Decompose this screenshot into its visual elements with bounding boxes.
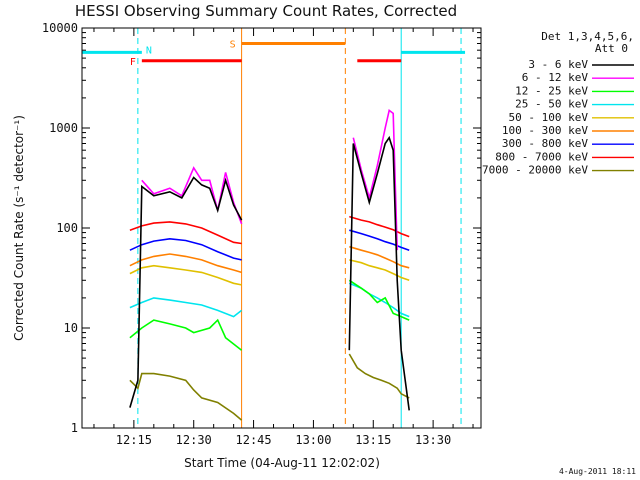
legend-entry-label: 50 - 100 keV xyxy=(509,111,589,124)
series-line-7-0 xyxy=(129,221,242,245)
legend-entry-label: 12 - 25 keV xyxy=(515,84,588,97)
series-line-1-0 xyxy=(141,166,243,225)
series-line-2-0 xyxy=(129,318,243,351)
x-tick-label: 12:15 xyxy=(116,433,152,447)
series-line-5-1 xyxy=(349,245,410,269)
y-tick-label: 100 xyxy=(56,221,78,235)
legend-entry-label: 100 - 300 keV xyxy=(502,124,588,137)
legend-header-line-1: Det 1,3,4,5,6, xyxy=(541,30,634,43)
series-line-6-0 xyxy=(129,237,242,261)
legend-entry-label: 25 - 50 keV xyxy=(515,98,588,111)
x-axis-label: Start Time (04-Aug-11 12:02:02) xyxy=(184,456,380,470)
series-line-3-0 xyxy=(129,297,243,318)
series-line-3-1 xyxy=(348,282,410,318)
flag-label-S: S xyxy=(230,39,236,50)
flag-label-N: N xyxy=(146,45,152,56)
series-line-0-0 xyxy=(129,176,243,408)
x-tick-label: 13:15 xyxy=(355,433,391,447)
series-line-4-1 xyxy=(349,259,410,282)
plot-frame xyxy=(81,27,482,429)
axis-ticks: 1 10 100 1000 10000 12:15 12:30 12:45 13:00 13:15… xyxy=(42,21,481,447)
legend-entry-label: 800 - 7000 keV xyxy=(495,150,588,163)
legend-entry-label: 300 - 800 keV xyxy=(502,137,588,150)
plot-area: FN S xyxy=(82,28,466,428)
series-line-4-0 xyxy=(129,264,242,286)
series-line-8-0 xyxy=(129,372,243,421)
series-line-2-1 xyxy=(348,279,410,321)
series-line-1-1 xyxy=(352,109,398,251)
legend-header-line-2: Att 0 xyxy=(595,42,628,55)
series-line-7-1 xyxy=(349,215,410,238)
y-axis-label: Corrected Count Rate (s⁻¹ detector⁻¹) xyxy=(12,115,26,341)
x-tick-label: 12:30 xyxy=(176,433,212,447)
flag-label-F: F xyxy=(130,57,136,68)
x-tick-label: 13:30 xyxy=(415,433,451,447)
footer-timestamp: 4-Aug-2011 18:11 xyxy=(559,467,636,476)
legend-entry-label: 7000 - 20000 keV xyxy=(482,164,588,177)
series-line-8-1 xyxy=(348,353,410,399)
legend-entry-label: 6 - 12 keV xyxy=(522,71,589,84)
y-tick-label: 10000 xyxy=(42,21,78,35)
series-line-5-0 xyxy=(129,253,242,274)
y-tick-label: 1 xyxy=(71,421,78,435)
series-line-6-1 xyxy=(349,229,410,251)
x-tick-label: 13:00 xyxy=(295,433,331,447)
y-tick-label: 1000 xyxy=(49,121,78,135)
y-tick-label: 10 xyxy=(64,321,78,335)
x-tick-label: 12:45 xyxy=(236,433,272,447)
legend-entry-label: 3 - 6 keV xyxy=(528,58,588,71)
chart-title: HESSI Observing Summary Count Rates, Cor… xyxy=(75,2,457,20)
series-line-0-1 xyxy=(348,135,410,411)
